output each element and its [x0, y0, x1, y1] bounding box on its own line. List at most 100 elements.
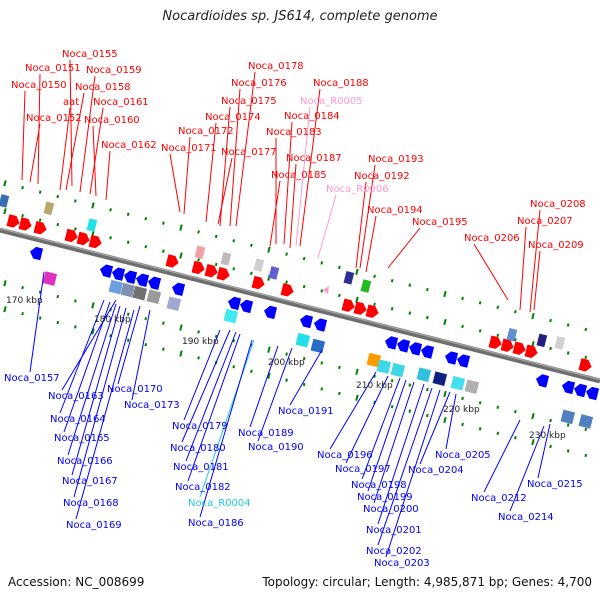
leader-line	[183, 136, 191, 215]
tick-mark	[126, 240, 130, 244]
gene-label: Noca_0183	[266, 127, 322, 138]
gene-box	[194, 245, 206, 260]
forward-gene-arrow	[524, 344, 538, 358]
gene-label: Noca_0186	[188, 518, 244, 529]
gene-label: Noca_0208	[530, 199, 586, 210]
forward-gene-arrow	[500, 338, 514, 352]
tick-mark	[566, 449, 570, 453]
tick-mark	[549, 318, 552, 323]
forward-gene-arrow	[33, 220, 47, 235]
tick-mark	[285, 252, 288, 256]
tick-mark	[3, 280, 7, 287]
gene-label: Noca_0188	[313, 78, 369, 89]
gene-label: Noca_0214	[498, 512, 554, 523]
tick-mark	[478, 329, 482, 333]
tick-mark	[197, 258, 200, 262]
leader-line	[29, 271, 45, 373]
reverse-gene-arrow	[586, 386, 600, 401]
leader-line	[199, 339, 253, 518]
leader-line	[21, 90, 26, 181]
leader-line	[473, 243, 509, 301]
gene-box	[310, 338, 326, 354]
gene-label: Noca_0191	[278, 406, 334, 417]
scale-label: 210 kbp	[356, 381, 393, 391]
tick-mark	[390, 278, 394, 283]
gene-box	[120, 282, 136, 298]
tick-mark	[355, 368, 359, 375]
tick-mark	[91, 302, 95, 309]
reverse-gene-arrow	[385, 336, 399, 350]
tick-mark	[126, 338, 130, 342]
forward-gene-arrow	[18, 217, 32, 231]
tick-mark	[531, 412, 535, 420]
leader-line	[249, 345, 279, 428]
tick-mark	[514, 310, 517, 314]
tick-mark	[56, 294, 60, 299]
leader-line	[67, 303, 117, 456]
gene-box	[295, 332, 311, 348]
leader-line	[329, 371, 377, 450]
gene-label: Noca_R0004	[188, 498, 251, 509]
leader-line	[65, 92, 85, 191]
tick-mark	[91, 230, 95, 237]
leader-line	[283, 121, 293, 245]
leader-line	[445, 393, 457, 450]
tick-mark	[408, 283, 412, 287]
forward-gene-arrow	[88, 234, 102, 249]
tick-mark	[320, 261, 324, 265]
forward-gene-arrow	[216, 267, 230, 281]
gene-label: Noca_0161	[93, 97, 149, 108]
gene-label: Noca_0163	[48, 391, 104, 402]
gene-label: Noca_0204	[408, 465, 464, 476]
gene-box	[450, 375, 466, 391]
tick-mark	[197, 356, 200, 360]
tick-mark	[74, 299, 77, 303]
tick-mark	[162, 249, 165, 253]
tick-mark	[549, 418, 552, 423]
leader-line	[345, 375, 389, 464]
tick-mark	[109, 208, 112, 212]
reverse-gene-arrow	[457, 354, 471, 368]
tick-mark	[302, 256, 306, 261]
tick-mark	[584, 355, 588, 360]
gene-box	[146, 289, 162, 304]
gene-box	[223, 308, 239, 324]
tick-mark	[566, 323, 570, 327]
tick-mark	[443, 318, 447, 326]
reverse-gene-arrow	[574, 383, 588, 398]
leader-line	[289, 163, 297, 249]
tick-mark	[566, 351, 570, 355]
gene-label: Noca_0182	[175, 482, 231, 493]
gene-label: Noca_0176	[231, 78, 287, 89]
leader-line	[79, 75, 96, 193]
gene-label: Noca_0175	[221, 96, 277, 107]
tick-mark	[214, 234, 218, 239]
gene-label: Noca_0196	[317, 450, 373, 461]
forward-gene-arrow	[251, 275, 265, 290]
tick-mark	[426, 315, 429, 320]
tick-mark	[74, 199, 77, 203]
tick-mark	[267, 372, 271, 379]
tick-mark	[179, 252, 183, 259]
reverse-gene-arrow	[30, 246, 44, 261]
tick-mark	[197, 330, 200, 334]
tick-mark	[338, 293, 341, 298]
leader-line	[359, 164, 376, 269]
leader-line	[92, 125, 97, 197]
tick-mark	[74, 227, 77, 231]
leader-line	[59, 107, 71, 191]
gene-box	[360, 279, 372, 293]
gene-box	[132, 285, 148, 301]
tick-mark	[302, 382, 306, 387]
forward-gene-arrow	[6, 214, 20, 228]
forward-gene-arrow	[341, 298, 355, 312]
gene-box	[560, 409, 576, 425]
gene-label: Noca_R0006	[326, 184, 389, 195]
tick-mark	[461, 324, 464, 329]
tick-mark	[566, 423, 570, 427]
leader-line	[63, 301, 111, 433]
tick-mark	[144, 216, 148, 221]
leader-line	[533, 250, 541, 311]
gene-box	[43, 201, 55, 216]
gene-label: Noca_0155	[62, 49, 118, 60]
